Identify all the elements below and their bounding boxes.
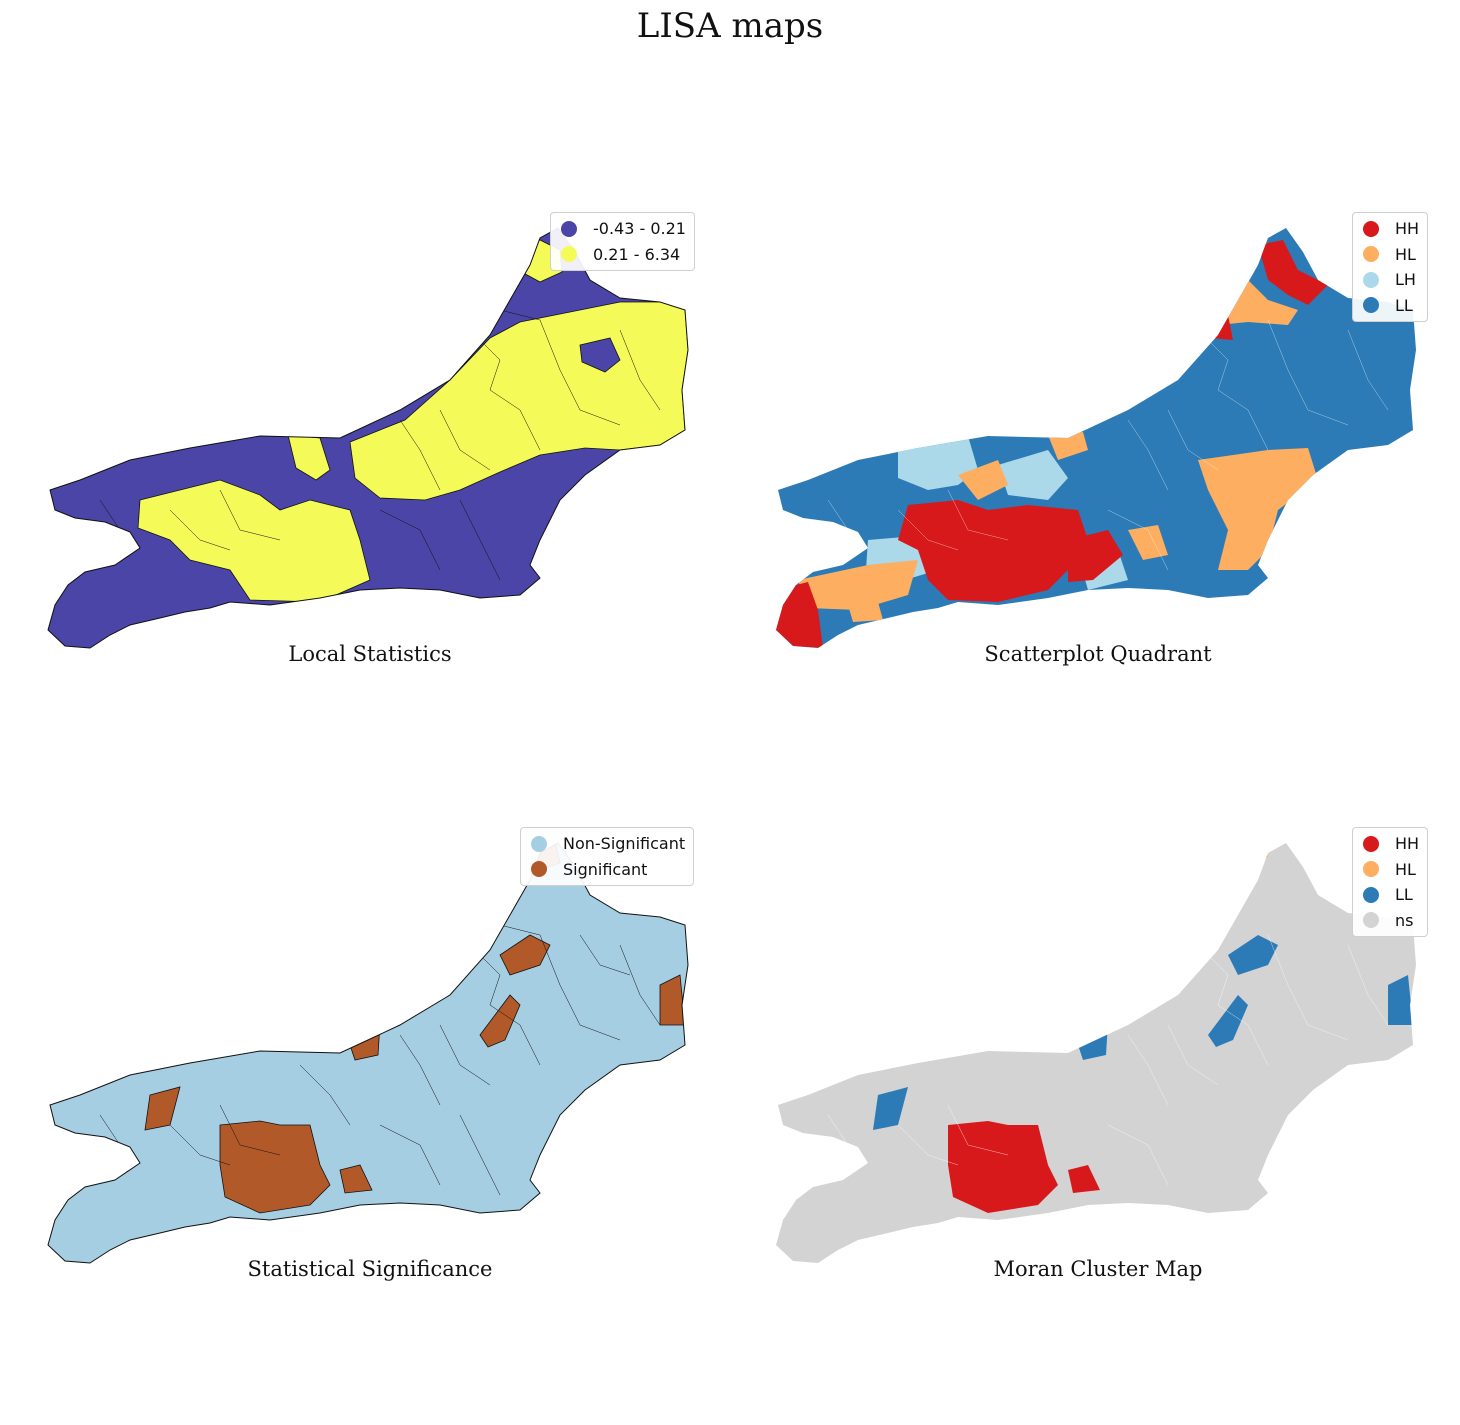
map-panel-statistical-significance: Non-Significant Significant Statistical … [20,825,720,1425]
legend-item: ns [1359,908,1419,934]
legend-marker [1363,220,1379,237]
legend: HH HL LH LL [1352,212,1429,322]
legend-marker [1363,912,1379,929]
legend-item: HH [1359,831,1419,857]
legend-marker [1363,246,1379,263]
legend-label: ns [1395,910,1414,930]
legend-label: 0.21 - 6.34 [593,244,681,264]
legend-label: HL [1395,244,1416,264]
scatterplot-quadrant-map [776,228,1416,648]
legend-item: -0.43 - 0.21 [557,216,686,242]
legend: HH HL LL ns [1352,827,1429,937]
figure-title: LISA maps [636,6,824,46]
legend: -0.43 - 0.21 0.21 - 6.34 [550,212,695,271]
legend: Non-Significant Significant [520,827,695,886]
legend-item: HL [1359,857,1419,883]
legend-label: LL [1395,885,1413,905]
legend-item: HL [1359,242,1419,268]
legend-label: Non-Significant [563,834,686,854]
local-statistics-map [47,227,689,649]
legend-marker [1363,835,1379,852]
legend-label: HL [1395,859,1416,879]
map-panel-moran-cluster: HH HL LL ns Moran Cluster Map [748,825,1448,1425]
panel-caption: Moran Cluster Map [993,1257,1203,1281]
legend-marker [561,220,577,237]
legend-item: HH [1359,216,1419,242]
legend-label: LL [1395,295,1413,315]
legend-marker [1363,271,1379,288]
statistical-significance-map [47,842,689,1264]
legend-marker [1363,886,1379,903]
panel-caption: Statistical Significance [247,1257,493,1281]
map-panel-scatterplot-quadrant: HH HL LH LL Scatterplot Quadrant [748,210,1448,810]
panel-caption: Local Statistics [288,642,452,666]
legend-marker [1363,861,1379,878]
legend-item: Significant [527,857,685,883]
legend-marker [531,835,547,852]
legend-item: LL [1359,293,1419,319]
panel-caption: Scatterplot Quadrant [984,642,1212,666]
legend-item: LL [1359,882,1419,908]
legend-marker [561,246,577,263]
legend-label: HH [1395,834,1420,854]
legend-marker [1363,297,1379,314]
moran-cluster-map [776,843,1416,1263]
legend-item: Non-Significant [527,831,685,857]
legend-label: Significant [563,859,648,879]
legend-label: HH [1395,219,1420,239]
legend-item: 0.21 - 6.34 [557,242,686,268]
legend-marker [531,861,547,878]
legend-label: LH [1395,270,1416,290]
legend-item: LH [1359,267,1419,293]
map-panel-local-statistics: -0.43 - 0.21 0.21 - 6.34 Local Statistic… [20,210,720,810]
legend-label: -0.43 - 0.21 [593,219,686,239]
